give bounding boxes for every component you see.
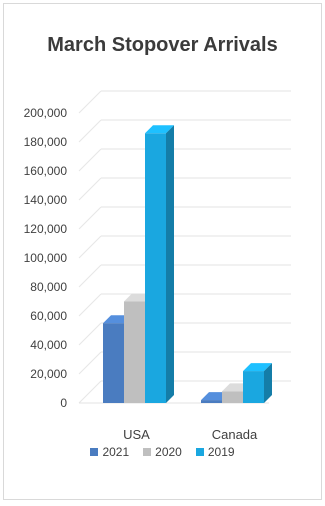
legend-swatch xyxy=(195,448,204,456)
gridline-depth xyxy=(78,148,102,172)
legend-label: 2020 xyxy=(155,445,182,459)
y-axis-ticks: 0 20,000 40,000 60,000 80,000 100,000 120,000 1… xyxy=(24,106,68,410)
gridline-depth xyxy=(78,293,102,317)
bar-2019-usa xyxy=(145,125,174,404)
category-labels: USA Canada xyxy=(123,427,258,442)
legend-item-2019: 2019 xyxy=(195,445,235,459)
bar-front-face xyxy=(222,391,243,403)
x-category-label: USA xyxy=(123,427,150,442)
gridline-depth xyxy=(78,264,102,288)
legend-label: 2019 xyxy=(207,445,235,459)
y-tick-label: 200,000 xyxy=(24,106,68,120)
chart-title: March Stopover Arrivals xyxy=(47,34,278,56)
y-tick-label: 120,000 xyxy=(24,222,68,236)
gridline-depth xyxy=(78,206,102,230)
bar-front-face xyxy=(145,133,166,404)
bar-top-face xyxy=(145,125,174,134)
y-tick-label: 140,000 xyxy=(24,193,68,207)
gridline-depth xyxy=(78,322,102,346)
y-tick-label: 60,000 xyxy=(30,309,67,323)
gridline-depth xyxy=(78,119,102,143)
y-tick-label: 180,000 xyxy=(24,135,68,149)
gridline-depth xyxy=(78,90,102,114)
y-tick-label: 0 xyxy=(60,396,67,410)
bar-side-face xyxy=(166,125,174,404)
gridline-depth xyxy=(78,351,102,375)
chart-card: March Stopover Arrivals 0 20,000 40,000 60,… xyxy=(3,3,322,500)
chart-legend: 2021 2020 2019 xyxy=(4,445,321,459)
bar-top-face xyxy=(243,363,272,372)
legend-item-2021: 2021 xyxy=(90,445,129,459)
y-tick-label: 160,000 xyxy=(24,164,68,178)
chart-plot: 0 20,000 40,000 60,000 80,000 100,000 120,000 1… xyxy=(24,90,291,442)
bar-front-face xyxy=(124,301,145,403)
y-tick-label: 40,000 xyxy=(30,338,67,352)
bars xyxy=(103,125,272,404)
legend-swatch xyxy=(90,448,99,456)
bar-2019-canada xyxy=(243,363,272,403)
gridline-depth xyxy=(78,380,102,404)
legend-item-2020: 2020 xyxy=(143,445,182,459)
y-tick-label: 20,000 xyxy=(30,367,67,381)
bar-front-face xyxy=(243,371,264,403)
legend-swatch xyxy=(143,448,152,456)
bar-front-face xyxy=(201,400,222,403)
x-category-label: Canada xyxy=(212,427,258,442)
gridline-depth xyxy=(78,177,102,201)
y-tick-label: 100,000 xyxy=(24,251,68,265)
gridline-depth xyxy=(78,235,102,259)
y-tick-label: 80,000 xyxy=(30,280,67,294)
legend-label: 2021 xyxy=(102,445,130,459)
bar-front-face xyxy=(103,323,124,403)
bar-side-face xyxy=(264,363,272,403)
